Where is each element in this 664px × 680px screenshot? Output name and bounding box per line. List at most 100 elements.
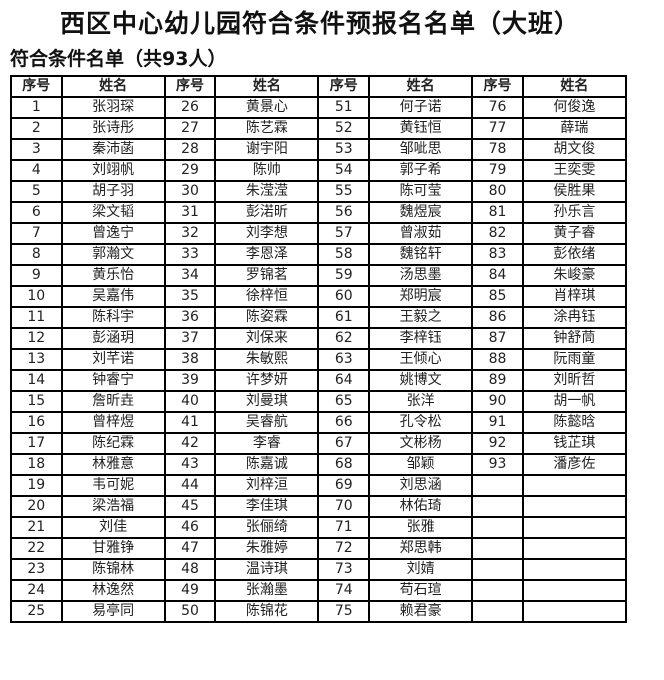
cell-number: 66 — [317, 411, 371, 434]
table-row: 6 梁文韬 31 彭渃昕 56 魏煜宸 81 孙乐言 — [10, 201, 628, 224]
cell-name: 黄钰恒 — [368, 117, 474, 140]
cell-name: 韦可妮 — [60, 474, 166, 497]
cell-number: 28 — [163, 138, 217, 161]
cell-name — [521, 474, 628, 497]
cell-number: 35 — [163, 285, 217, 308]
cell-name: 刘芊诺 — [60, 348, 166, 371]
cell-number: 31 — [163, 201, 217, 224]
cell-name: 刘佳 — [60, 516, 166, 539]
cell-number: 83 — [471, 243, 524, 266]
table-row: 16 曾梓煜 41 吴睿航 66 孔令松 91 陈懿晗 — [10, 411, 628, 434]
cell-number: 12 — [10, 327, 63, 350]
cell-number: 25 — [10, 600, 63, 623]
cell-number: 86 — [471, 306, 524, 329]
cell-name: 秦沛菡 — [60, 138, 166, 161]
cell-name: 陈姿霖 — [214, 306, 320, 329]
cell-name: 孔令松 — [368, 411, 474, 434]
column-header-number: 序号 — [471, 75, 524, 98]
cell-number: 56 — [317, 201, 371, 224]
cell-number: 69 — [317, 474, 371, 497]
cell-number: 74 — [317, 579, 371, 602]
cell-name: 孙乐言 — [521, 201, 628, 224]
table-row: 1 张羽琛 26 黄景心 51 何子诺 76 何俊逸 — [10, 96, 628, 119]
cell-number: 40 — [163, 390, 217, 413]
cell-name: 彭渃昕 — [214, 201, 320, 224]
cell-number: 23 — [10, 558, 63, 581]
column-header-number: 序号 — [10, 75, 63, 98]
cell-number: 68 — [317, 453, 371, 476]
cell-number: 45 — [163, 495, 217, 518]
cell-name — [521, 495, 628, 518]
cell-name: 陈科宇 — [60, 306, 166, 329]
table-row: 15 詹昕垚 40 刘曼琪 65 张洋 90 胡一帆 — [10, 390, 628, 413]
table-row: 10 吴嘉伟 35 徐梓恒 60 郑明宸 85 肖梓琪 — [10, 285, 628, 308]
cell-number: 52 — [317, 117, 371, 140]
list-subtitle: 符合条件名单（共93人） — [10, 48, 227, 70]
cell-number: 33 — [163, 243, 217, 266]
header-row: 序号 姓名 序号 姓名 序号 姓名 序号 姓名 — [10, 75, 628, 98]
cell-name: 梁浩福 — [60, 495, 166, 518]
cell-name: 吴睿航 — [214, 411, 320, 434]
cell-number: 14 — [10, 369, 63, 392]
cell-name: 钟舒茼 — [521, 327, 628, 350]
cell-name: 邹颖 — [368, 453, 474, 476]
cell-name: 王奕雯 — [521, 159, 628, 182]
cell-name: 魏煜宸 — [368, 201, 474, 224]
cell-name: 黄子睿 — [521, 222, 628, 245]
cell-number: 19 — [10, 474, 63, 497]
cell-name: 郑思韩 — [368, 537, 474, 560]
cell-name: 张羽琛 — [60, 96, 166, 119]
cell-name: 黄乐怡 — [60, 264, 166, 287]
cell-number: 44 — [163, 474, 217, 497]
cell-number: 82 — [471, 222, 524, 245]
cell-number: 7 — [10, 222, 63, 245]
cell-number — [471, 579, 524, 602]
cell-name: 林佑琦 — [368, 495, 474, 518]
cell-name: 刘翊帆 — [60, 159, 166, 182]
cell-number: 77 — [471, 117, 524, 140]
cell-name: 罗锦茗 — [214, 264, 320, 287]
cell-number: 76 — [471, 96, 524, 119]
column-header-name: 姓名 — [521, 75, 628, 98]
cell-name: 张洋 — [368, 390, 474, 413]
cell-name: 张诗彤 — [60, 117, 166, 140]
cell-name: 温诗琪 — [214, 558, 320, 581]
table-row: 25 易亭同 50 陈锦花 75 赖君豪 — [10, 600, 628, 623]
cell-number — [471, 495, 524, 518]
cell-name: 何子诺 — [368, 96, 474, 119]
cell-number — [471, 537, 524, 560]
cell-name: 易亭同 — [60, 600, 166, 623]
cell-name: 薛瑞 — [521, 117, 628, 140]
table-row: 9 黄乐怡 34 罗锦茗 59 汤思墨 84 朱峻豪 — [10, 264, 628, 287]
cell-name: 刘李想 — [214, 222, 320, 245]
cell-name: 张俪绮 — [214, 516, 320, 539]
cell-name: 甘雅铮 — [60, 537, 166, 560]
table-row: 17 陈纪霖 42 李睿 67 文彬杨 92 钱芷琪 — [10, 432, 628, 455]
cell-name: 何俊逸 — [521, 96, 628, 119]
cell-name: 潘彦佐 — [521, 453, 628, 476]
cell-number: 27 — [163, 117, 217, 140]
cell-number: 17 — [10, 432, 63, 455]
cell-number: 92 — [471, 432, 524, 455]
cell-name: 阮雨童 — [521, 348, 628, 371]
table-row: 2 张诗彤 27 陈艺霖 52 黄钰恒 77 薛瑞 — [10, 117, 628, 140]
table-row: 4 刘翊帆 29 陈帅 54 郭子希 79 王奕雯 — [10, 159, 628, 182]
cell-number: 37 — [163, 327, 217, 350]
cell-number: 51 — [317, 96, 371, 119]
cell-name: 姚博文 — [368, 369, 474, 392]
cell-number: 84 — [471, 264, 524, 287]
document-title: 西区中心幼儿园符合条件预报名名单（大班） — [59, 9, 580, 38]
cell-number: 42 — [163, 432, 217, 455]
cell-name: 黄景心 — [214, 96, 320, 119]
cell-name: 曾逸宁 — [60, 222, 166, 245]
table-row: 3 秦沛菡 28 谢宇阳 53 邹呲思 78 胡文俊 — [10, 138, 628, 161]
cell-name: 钟睿宁 — [60, 369, 166, 392]
table-row: 22 甘雅铮 47 朱雅婷 72 郑思韩 — [10, 537, 628, 560]
cell-number: 24 — [10, 579, 63, 602]
cell-name: 陈可莹 — [368, 180, 474, 203]
cell-number: 71 — [317, 516, 371, 539]
cell-number: 72 — [317, 537, 371, 560]
cell-name: 李佳琪 — [214, 495, 320, 518]
cell-number: 53 — [317, 138, 371, 161]
cell-number: 60 — [317, 285, 371, 308]
